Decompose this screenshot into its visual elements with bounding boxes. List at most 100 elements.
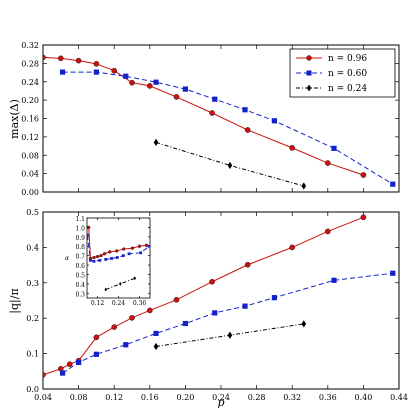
top-series-line-2 [155,141,304,187]
bottom-ticks: 0.04 0.08 0.12 0.16 0.20 0.24 0.28 0.32 0.36 0.40… [26,208,408,402]
inset-data-point-1 [115,256,119,259]
inset-ytick-label: 0.9 [75,235,85,242]
bottom-ytick-label: 0.5 [26,208,39,217]
top-data-point-0 [93,61,100,67]
inset-data-point-1 [98,258,102,262]
top-ytick-label: 0.04 [21,170,39,179]
bottom-data-point-2 [227,331,233,339]
top-series [43,54,396,190]
inset-xtick-label: 0.36 [133,300,147,307]
inset-data-point-0 [115,249,119,253]
bottom-series [43,214,396,378]
inset-ytick-label: 0.3 [75,291,85,298]
bottom-xtick-label: 0.24 [212,393,230,402]
inset-data-point-1 [121,254,125,258]
top-ticks: 0.00 0.04 0.08 0.12 0.16 0.20 0.24 0.28 0.32 [21,41,400,197]
bottom-data-point-0 [360,214,367,221]
top-data-point-1 [182,86,188,92]
inset-data-point-1 [87,233,89,237]
bottom-data-point-0 [289,244,296,251]
bottom-xtick-label: 0.20 [176,393,194,402]
top-data-point-2 [301,182,307,190]
bottom-xtick-label: 0.32 [283,393,301,402]
inset-ytick-label: 1.1 [75,216,85,223]
top-data-point-0 [75,57,82,64]
bottom-data-point-0 [244,261,251,268]
bottom-data-point-0 [93,334,100,341]
bottom-data-point-1 [76,359,82,366]
bottom-data-point-0 [66,361,73,368]
bottom-ylabel: |q|/π [8,288,22,313]
bottom-data-point-1 [271,295,277,301]
bottom-data-point-0 [129,315,135,321]
inset-data-point-1 [127,252,131,256]
bottom-ytick-label: 0.1 [26,350,39,359]
bottom-data-point-1 [331,277,337,283]
bottom-data-point-0 [146,307,153,314]
inset-ylabel: α [65,255,69,262]
top-data-point-0 [111,67,117,74]
inset-data-point-0 [144,243,149,247]
top-ytick-label: 0.08 [21,151,39,160]
top-data-point-1 [59,69,66,75]
bottom-data-point-0 [111,324,117,330]
legend-entry-n096: n = 0.96 [296,54,367,64]
inset-xtick-label: 0.24 [112,300,126,307]
inset-data-point-0 [130,246,135,250]
top-data-point-1 [390,181,396,187]
top-data-point-0 [244,127,251,133]
top-data-point-1 [271,118,277,124]
bottom-xtick-label: 0.44 [390,393,408,402]
bottom-data-point-1 [390,270,396,276]
legend-marker-n096 [306,55,312,61]
inset-series [87,225,150,292]
inset-xtick-label: 0.12 [91,300,105,307]
inset-data-point-1 [89,258,92,262]
top-ytick-label: 0.28 [21,59,39,68]
inset-data-point-2 [133,276,137,281]
bottom-data-point-1 [153,330,159,337]
bottom-xtick-label: 0.12 [105,393,123,402]
bottom-ytick-label: 0.4 [26,243,39,252]
top-data-point-0 [324,160,331,166]
bottom-ytick-label: 0.3 [26,279,39,288]
top-data-point-1 [93,69,99,75]
top-data-point-2 [227,161,233,169]
bottom-data-point-1 [212,310,218,316]
legend-marker-n024 [306,84,312,92]
bottom-ytick-label: 0.0 [26,385,39,394]
inset-data-point-0 [108,250,112,254]
bottom-xtick-label: 0.08 [70,393,88,402]
inset-ytick-label: 0.6 [75,263,85,270]
bottom-data-point-2 [153,342,159,351]
inset-data-point-0 [92,255,96,260]
inset-ytick-label: 0.5 [75,272,85,279]
top-data-point-0 [209,110,215,116]
top-data-point-0 [129,79,135,86]
inset-ytick-label: 0.7 [75,254,85,261]
bottom-data-point-1 [123,342,129,348]
legend-label-n024: n = 0.24 [328,84,367,94]
bottom-data-point-1 [182,320,188,327]
bottom-xtick-label: 0.40 [354,393,372,402]
top-series-line-1 [62,71,394,185]
bottom-data-point-0 [324,228,331,235]
bottom-data-point-1 [59,370,66,376]
inset-data-point-2 [118,281,122,286]
bottom-data-point-0 [209,278,215,285]
bottom-xtick-label: 0.28 [248,393,266,402]
bottom-panel: 0.04 0.08 0.12 0.16 0.20 0.24 0.28 0.32 0.36 0.40… [8,208,408,408]
bottom-data-point-0 [43,372,46,378]
top-ytick-label: 0.16 [21,115,39,124]
inset-data-point-2 [104,287,107,292]
bottom-data-point-1 [242,303,248,309]
inset-ytick-label: 0.4 [75,282,85,289]
top-data-point-0 [146,83,153,89]
top-data-point-2 [153,138,159,147]
bottom-ytick-label: 0.2 [26,314,39,323]
top-data-point-0 [289,145,296,151]
top-data-point-1 [242,107,248,113]
inset: 0.12 0.24 0.360.30.40.50.60.70.80.91.01.1 … [65,216,151,307]
inset-data-point-0 [95,254,100,259]
